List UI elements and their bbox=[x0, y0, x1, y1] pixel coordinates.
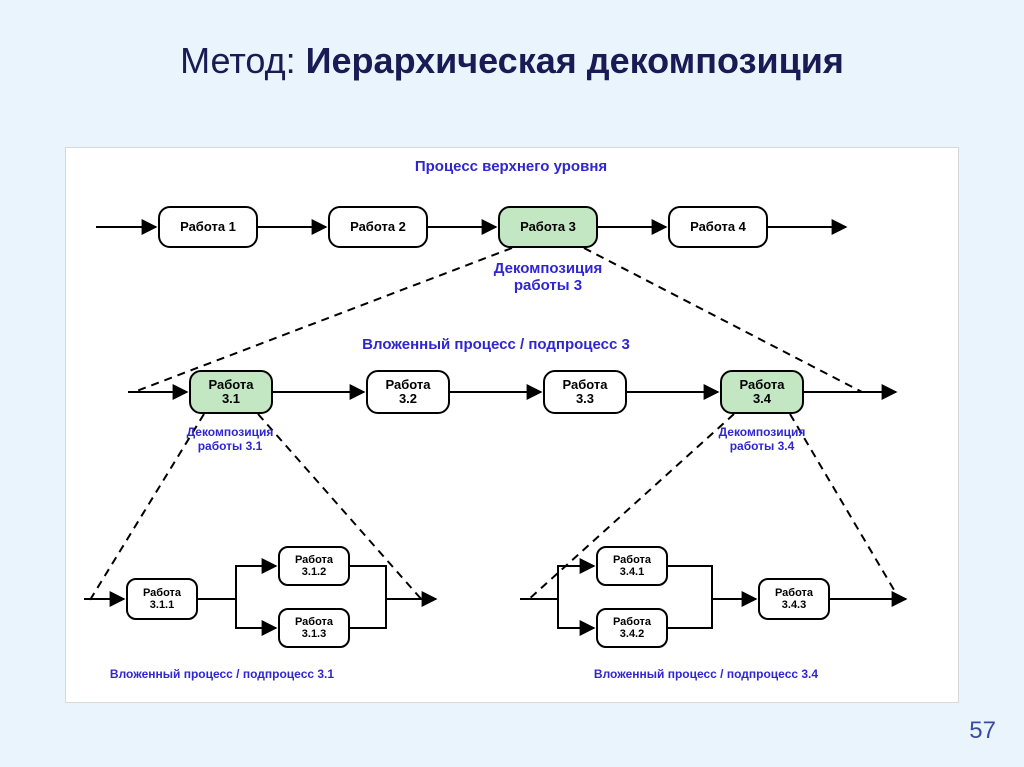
node-w1: Работа 1 bbox=[158, 206, 258, 248]
page-number: 57 bbox=[969, 717, 996, 745]
label-nested-3: Вложенный процесс / подпроцесс 3 bbox=[326, 336, 666, 353]
node-w33: Работа3.3 bbox=[543, 370, 627, 414]
node-w311: Работа3.1.1 bbox=[126, 578, 198, 620]
label-decomp-3: Декомпозицияработы 3 bbox=[458, 260, 638, 295]
label-nested-34: Вложенный процесс / подпроцесс 3.4 bbox=[546, 668, 866, 682]
label-decomp-34: Декомпозицияработы 3.4 bbox=[682, 426, 842, 454]
node-w4: Работа 4 bbox=[668, 206, 768, 248]
node-w342: Работа3.4.2 bbox=[596, 608, 668, 648]
node-w31: Работа3.1 bbox=[189, 370, 273, 414]
label-nested-31: Вложенный процесс / подпроцесс 3.1 bbox=[62, 668, 382, 682]
node-w313: Работа3.1.3 bbox=[278, 608, 350, 648]
label-top-process: Процесс верхнего уровня bbox=[366, 158, 656, 175]
node-w312: Работа3.1.2 bbox=[278, 546, 350, 586]
node-w343: Работа3.4.3 bbox=[758, 578, 830, 620]
title-main: Иерархическая декомпозиция bbox=[306, 40, 844, 81]
node-w34: Работа3.4 bbox=[720, 370, 804, 414]
node-w341: Работа3.4.1 bbox=[596, 546, 668, 586]
node-w3: Работа 3 bbox=[498, 206, 598, 248]
node-w32: Работа3.2 bbox=[366, 370, 450, 414]
slide-title: Метод: Иерархическая декомпозиция bbox=[0, 40, 1024, 82]
diagram-frame: Процесс верхнего уровня Декомпозициярабо… bbox=[66, 148, 958, 702]
title-prefix: Метод: bbox=[180, 40, 306, 81]
node-w2: Работа 2 bbox=[328, 206, 428, 248]
label-decomp-31: Декомпозицияработы 3.1 bbox=[150, 426, 310, 454]
